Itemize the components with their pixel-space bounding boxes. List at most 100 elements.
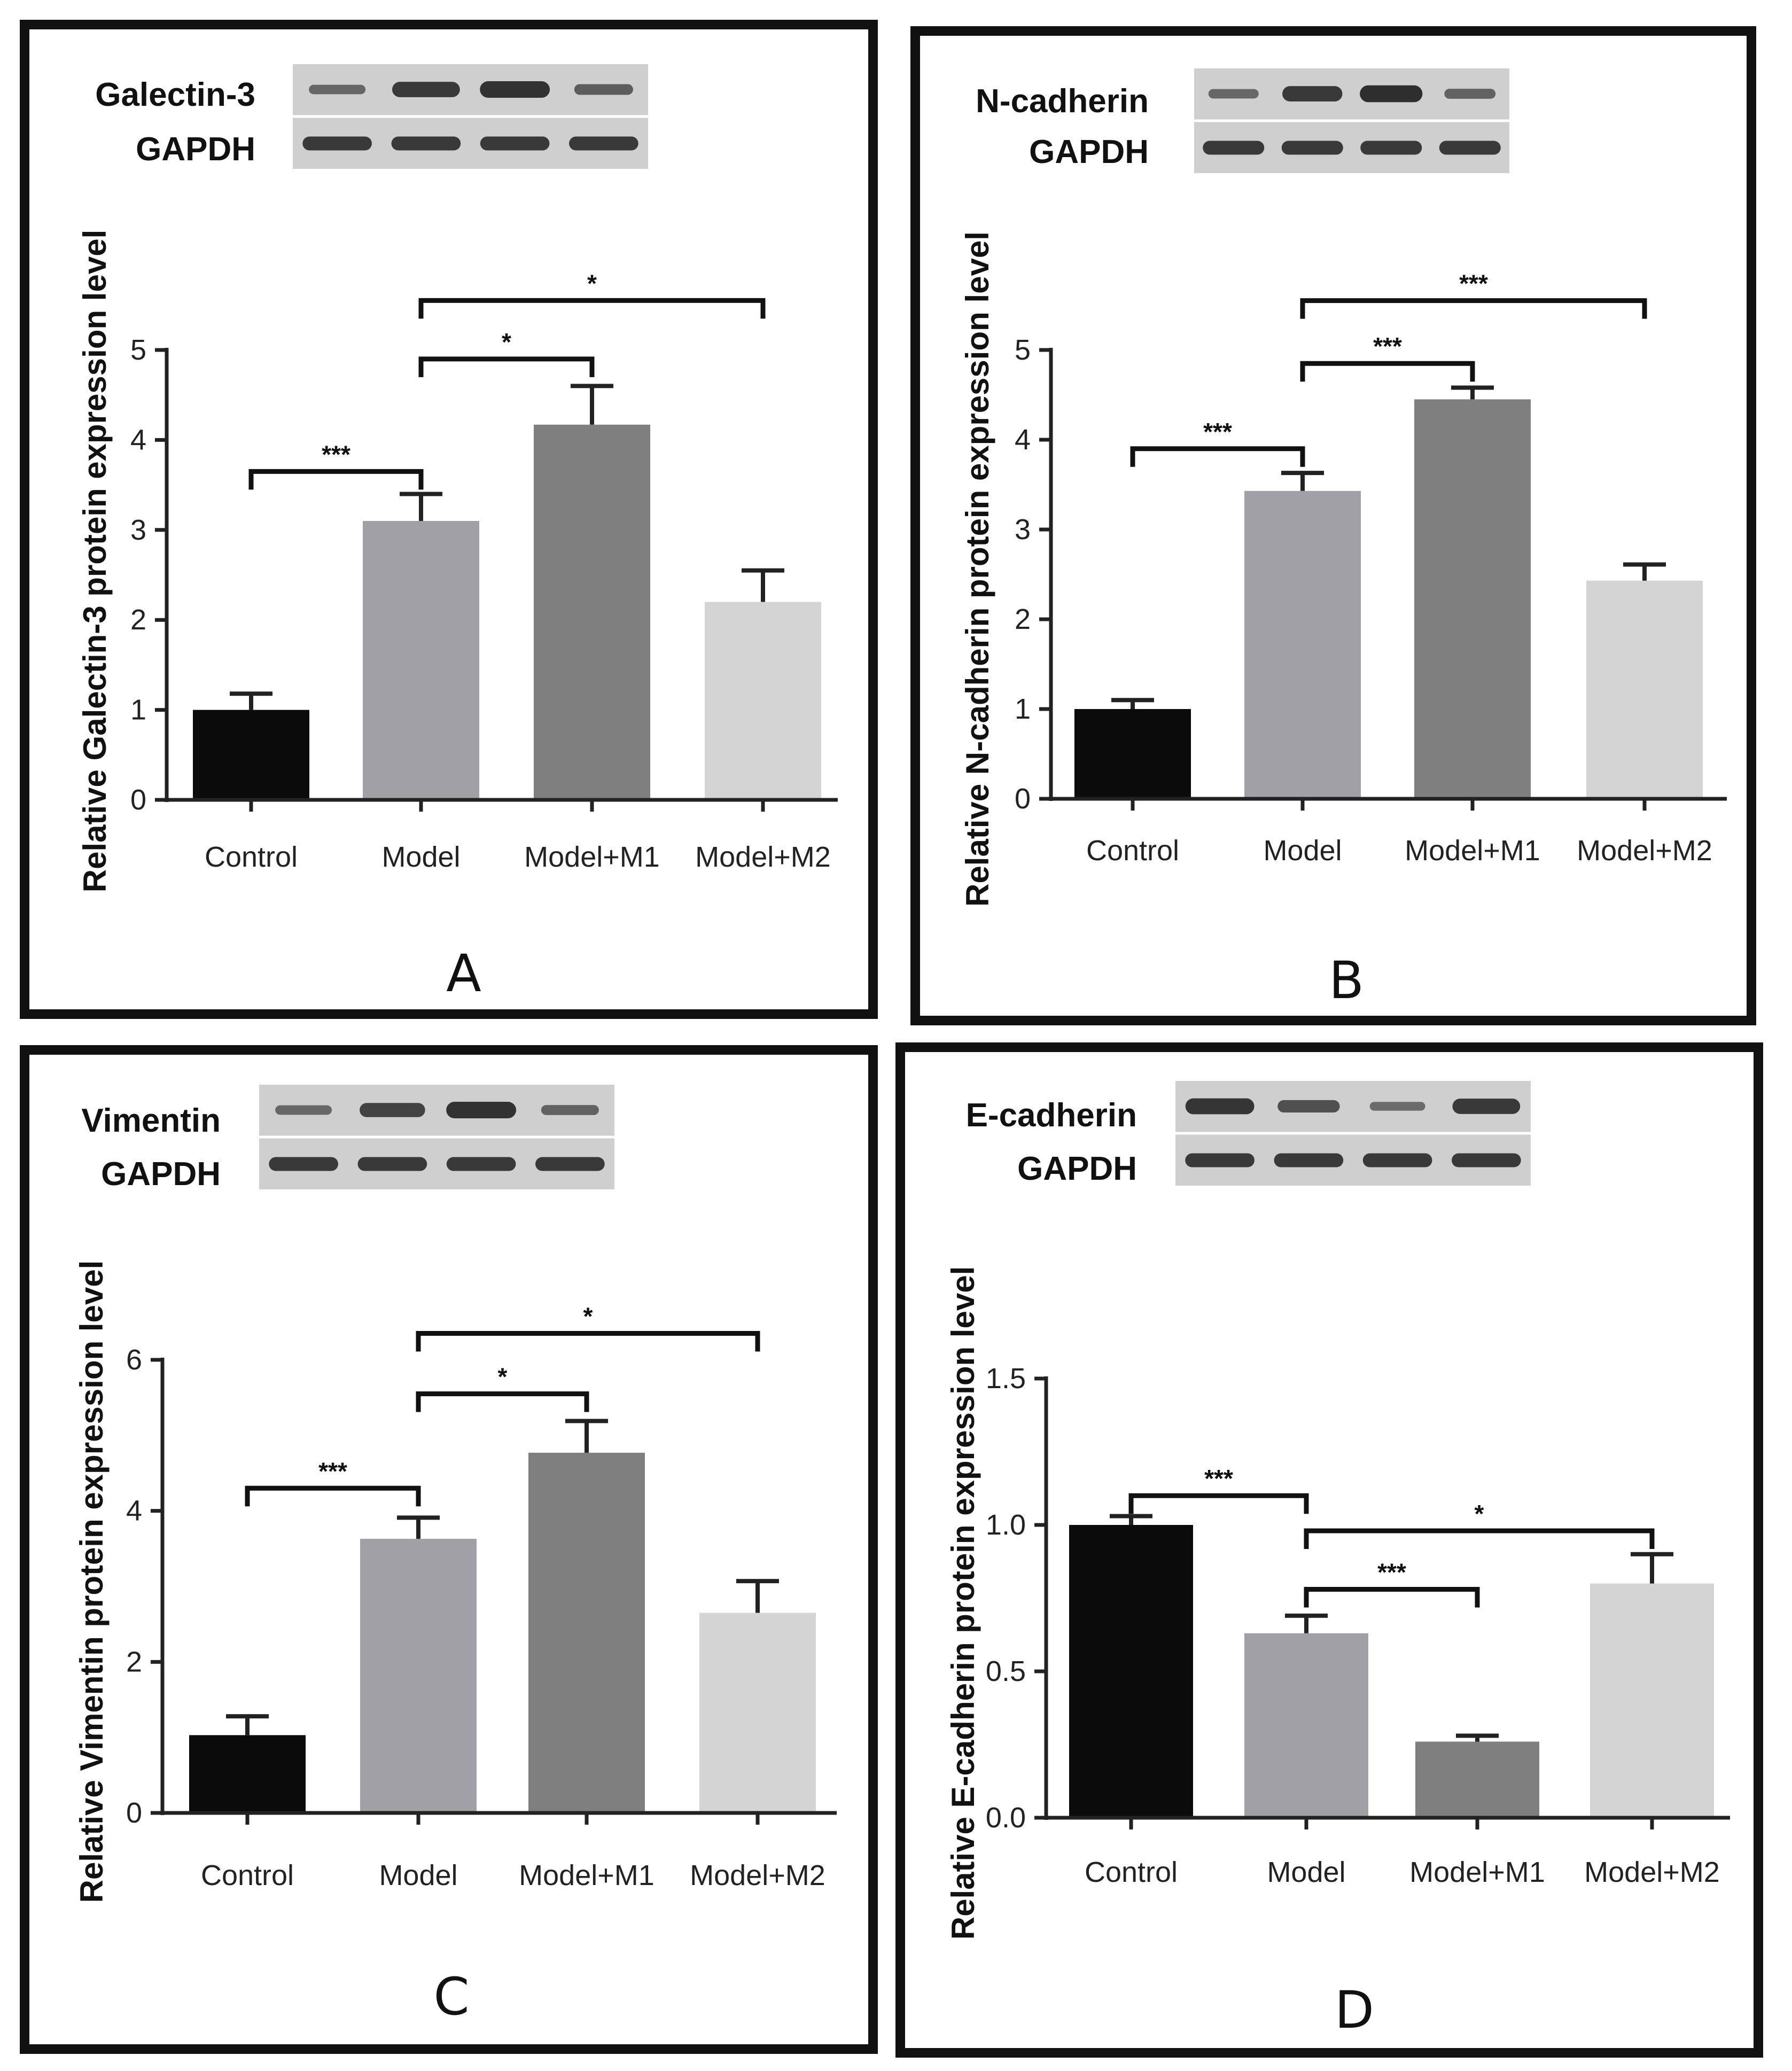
blot-band-gapdh [569, 136, 638, 151]
blot-band-gapdh [302, 136, 372, 151]
blot-gapdh-label-a: GAPDH [136, 131, 255, 168]
y-tick-label: 5 [1015, 334, 1031, 366]
blot-band-gapdh [1360, 141, 1422, 155]
bar-model-m1 [1415, 1741, 1539, 1818]
y-tick-label: 1 [130, 694, 146, 726]
blot-band-target [1185, 1098, 1255, 1115]
x-tick-label: Model+M1 [1405, 835, 1540, 867]
blot-gapdh-label-d: GAPDH [1017, 1150, 1137, 1187]
panel-letter-b: B [1329, 951, 1364, 1010]
bar-model [1244, 1633, 1368, 1818]
y-axis-label-b: Relative N-cadherin protein expression l… [960, 231, 995, 907]
blot-band-gapdh [535, 1157, 605, 1171]
blot-target-label-c: Vimentin [81, 1102, 221, 1139]
blot-band-gapdh [269, 1157, 338, 1171]
significance-bracket [1128, 1493, 1309, 1514]
y-tick-label: 1.0 [986, 1509, 1026, 1541]
significance-label: * [587, 269, 597, 297]
blot-band-target [1369, 1102, 1425, 1111]
significance-bracket [1300, 298, 1647, 319]
significance-bracket [416, 1331, 760, 1352]
significance-bracket [1130, 446, 1305, 467]
y-tick-label: 2 [126, 1646, 142, 1678]
blot-band-target [360, 1103, 425, 1117]
bar-model [360, 1538, 477, 1813]
panel-letter-c: C [433, 1967, 469, 2027]
significance-label: * [498, 1363, 508, 1391]
panel-d-frame [895, 1042, 1763, 2058]
western-blot-b [1194, 68, 1509, 173]
bar-model-m2 [1586, 580, 1703, 799]
significance-bracket [248, 469, 424, 490]
significance-label: * [1475, 1500, 1484, 1528]
y-axis-label-c: Relative Vimentin protein expression lev… [74, 1260, 110, 1903]
blot-target-label-a: Galectin-3 [95, 76, 255, 113]
significance-label: * [502, 328, 511, 356]
blot-band-gapdh [1362, 1153, 1432, 1167]
western-blot-c [259, 1085, 614, 1189]
blot-band-target [1360, 85, 1423, 103]
significance-bracket [1304, 1587, 1480, 1608]
blot-band-gapdh [446, 1157, 516, 1171]
blot-band-gapdh [1185, 1153, 1255, 1167]
significance-bracket [245, 1485, 421, 1507]
bar-plot-b: 0 1 2 3 4 5 Control Model Model+M1 Model+M2 *** ***… [1015, 270, 1727, 867]
blot-band-target [1282, 86, 1343, 102]
significance-bracket [1304, 1528, 1655, 1549]
bar-model-m2 [1590, 1583, 1714, 1818]
blot-band-target [309, 84, 366, 95]
y-tick-label: 0 [1015, 783, 1031, 815]
blot-target-label-d: E-cadherin [966, 1097, 1137, 1134]
y-tick-label: 1.5 [986, 1362, 1026, 1395]
blot-band-target [541, 1105, 599, 1115]
blot-band-gapdh [1439, 141, 1501, 155]
y-tick-label: 2 [130, 604, 146, 636]
x-tick-label: Control [1086, 835, 1179, 867]
y-axis-label-d: Relative E-cadherin protein expression l… [945, 1266, 981, 1940]
panel-b: N-cadherin GAPDH Relative N-cadherin pro… [910, 26, 1756, 1025]
bar-model-m1 [528, 1452, 645, 1813]
y-tick-label: 0.0 [986, 1802, 1026, 1834]
bar-model [363, 520, 479, 800]
significance-label: *** [1203, 418, 1232, 446]
x-tick-label: Model [381, 841, 460, 873]
y-axis-label-a: Relative Galectin-3 protein expression l… [77, 230, 113, 893]
significance-label: *** [1459, 270, 1488, 298]
x-tick-label: Model+M2 [1584, 1856, 1720, 1888]
x-tick-label: Model+M1 [524, 841, 660, 873]
bar-control [193, 710, 309, 800]
blot-band-target [275, 1105, 332, 1115]
bar-model-m2 [705, 602, 821, 800]
y-tick-label: 0 [130, 784, 146, 816]
x-tick-label: Model+M1 [519, 1859, 655, 1891]
significance-bracket [418, 298, 766, 319]
bar-control [1069, 1525, 1193, 1818]
blot-band-target [574, 84, 633, 95]
y-tick-label: 3 [1015, 513, 1031, 546]
y-tick-label: 5 [130, 334, 146, 366]
x-tick-label: Model+M2 [1577, 835, 1712, 867]
x-tick-label: Model+M2 [695, 841, 831, 873]
bar-model-m2 [699, 1613, 816, 1813]
significance-label: * [583, 1303, 593, 1330]
blot-gapdh-label-c: GAPDH [101, 1156, 221, 1193]
blot-band-gapdh [391, 136, 461, 151]
y-tick-label: 6 [126, 1344, 142, 1376]
blot-target-label-b: N-cadherin [976, 83, 1149, 120]
blot-band-gapdh [480, 136, 550, 151]
blot-band-target [446, 1102, 517, 1118]
panel-d: E-cadherin GAPDH Relative E-cadherin pro… [895, 1042, 1763, 2058]
x-tick-label: Model+M2 [690, 1859, 825, 1891]
x-tick-label: Model+M1 [1409, 1856, 1545, 1888]
y-tick-label: 1 [1015, 693, 1031, 725]
bar-model [1244, 490, 1361, 799]
panel-c: Vimentin GAPDH Relative Vimentin protein… [20, 1045, 878, 2054]
y-tick-label: 0.5 [986, 1655, 1026, 1687]
y-tick-label: 3 [130, 514, 146, 546]
western-blot-a [293, 64, 648, 169]
blot-band-target [1277, 1100, 1340, 1113]
blot-band-gapdh [1274, 1153, 1344, 1167]
